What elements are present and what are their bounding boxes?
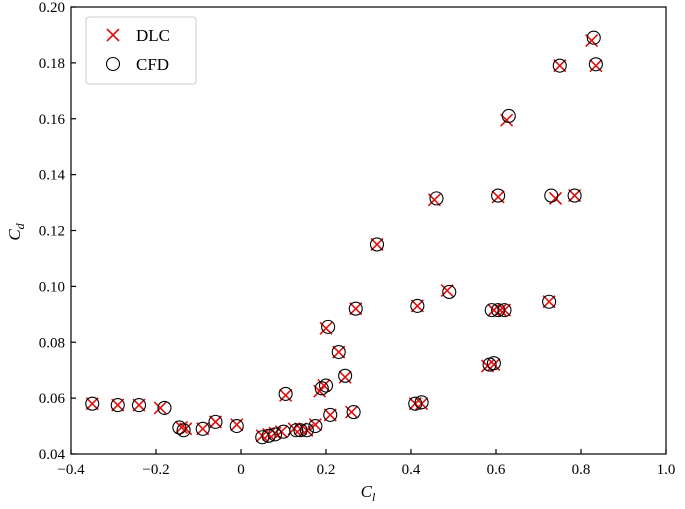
dlc-point bbox=[410, 299, 424, 313]
cfd-point bbox=[442, 284, 457, 300]
cfd-point bbox=[408, 396, 423, 411]
cfd-point bbox=[501, 108, 516, 124]
cfd-point bbox=[289, 423, 304, 438]
cfd-point bbox=[308, 419, 323, 434]
x-axis-label-sub: l bbox=[372, 490, 376, 504]
dlc-point bbox=[85, 397, 99, 411]
cfd-point bbox=[110, 398, 125, 413]
dlc-point bbox=[332, 345, 346, 359]
y-tick-label: 0.20 bbox=[39, 0, 65, 16]
x-tick-label: 0 bbox=[237, 462, 245, 478]
cfd-point bbox=[318, 378, 334, 393]
y-tick-label: 0.08 bbox=[39, 335, 65, 351]
dlc-point bbox=[111, 398, 125, 412]
x-tick-label: 1.0 bbox=[657, 462, 676, 478]
dlc-point bbox=[208, 415, 223, 429]
cfd-point bbox=[85, 396, 100, 411]
cfd-point bbox=[172, 420, 187, 435]
cfd-point bbox=[552, 58, 567, 73]
y-tick-label: 0.12 bbox=[39, 224, 65, 240]
y-tick-label: 0.10 bbox=[39, 279, 65, 295]
cfd-point bbox=[586, 30, 601, 45]
cfd-point bbox=[299, 423, 314, 438]
y-axis-label-sub: d bbox=[13, 222, 27, 229]
x-tick-label: 0.6 bbox=[487, 462, 506, 478]
legend-cfd-marker bbox=[105, 56, 121, 72]
cfd-point bbox=[321, 319, 336, 334]
dlc-point bbox=[196, 422, 210, 436]
cfd-point bbox=[414, 395, 429, 410]
cfd-point bbox=[229, 419, 244, 434]
cfd-point bbox=[293, 423, 308, 438]
cfd-point bbox=[348, 301, 363, 316]
cfd-point bbox=[544, 188, 559, 203]
x-tick-label: 0.4 bbox=[402, 462, 421, 478]
cfd-point bbox=[369, 237, 385, 252]
legend-cfd-label: CFD bbox=[136, 55, 169, 74]
dlc-point bbox=[344, 405, 359, 419]
cfd-point bbox=[323, 407, 338, 422]
dlc-point bbox=[153, 401, 167, 415]
dlc-point bbox=[349, 302, 363, 316]
cfd-point bbox=[567, 188, 582, 203]
cfd-point bbox=[497, 303, 512, 318]
y-tick-label: 0.04 bbox=[39, 447, 66, 463]
dlc-point bbox=[132, 398, 146, 412]
cfd-point bbox=[157, 400, 172, 415]
dlc-point bbox=[487, 303, 501, 317]
axis-ticks: −0.4 −0.2 0 0.2 0.4 0.6 0.8 1.0 0.04 0.06 0.08 0.10… bbox=[39, 0, 676, 478]
cfd-point bbox=[195, 421, 210, 436]
dlc-point bbox=[553, 59, 567, 73]
y-tick-label: 0.14 bbox=[39, 168, 66, 184]
dlc-point bbox=[568, 189, 582, 203]
y-tick-label: 0.16 bbox=[39, 112, 66, 128]
legend-dlc-marker bbox=[106, 28, 120, 42]
cfd-point bbox=[491, 303, 506, 318]
x-axis-label: Cl bbox=[361, 482, 376, 504]
cfd-point bbox=[486, 356, 501, 371]
dlc-point bbox=[542, 295, 556, 309]
cfd-point bbox=[208, 414, 223, 429]
x-tick-label: −0.2 bbox=[142, 462, 169, 478]
y-tick-label: 0.06 bbox=[39, 391, 66, 407]
cfd-point bbox=[261, 428, 276, 443]
cfd-point bbox=[588, 57, 603, 72]
cfd-point bbox=[278, 386, 293, 401]
cfd-point bbox=[131, 398, 147, 413]
cfd-point bbox=[346, 405, 361, 420]
cfd-point bbox=[491, 188, 506, 203]
y-axis-label-main: C bbox=[5, 229, 24, 241]
x-tick-label: −0.4 bbox=[57, 462, 85, 478]
cfd-point bbox=[314, 381, 329, 396]
cfd-point bbox=[338, 368, 353, 383]
cfd-point bbox=[429, 191, 444, 206]
y-axis-label: Cd bbox=[5, 222, 27, 240]
cfd-point bbox=[176, 423, 191, 438]
dlc-point bbox=[323, 408, 337, 422]
x-axis-label-main: C bbox=[361, 482, 373, 501]
legend-dlc-label: DLC bbox=[136, 26, 170, 45]
cfd-point bbox=[542, 294, 557, 309]
cfd-point bbox=[410, 298, 425, 313]
data-points bbox=[85, 30, 603, 445]
cfd-point bbox=[267, 427, 283, 442]
x-tick-label: 0.8 bbox=[572, 462, 591, 478]
cfd-point bbox=[331, 344, 346, 360]
legend: DLC CFD bbox=[85, 16, 197, 85]
y-tick-label: 0.18 bbox=[39, 56, 65, 72]
x-tick-label: 0.2 bbox=[317, 462, 336, 478]
dlc-point bbox=[370, 237, 384, 252]
cfd-point bbox=[276, 424, 291, 439]
